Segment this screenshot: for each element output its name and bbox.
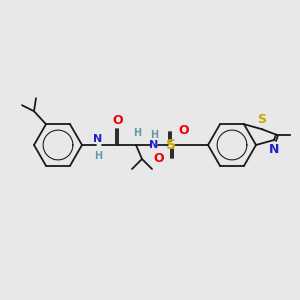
Text: H: H: [150, 130, 158, 140]
Text: O: O: [153, 152, 164, 166]
Text: H: H: [94, 151, 102, 161]
Text: N: N: [93, 134, 103, 144]
Text: O: O: [178, 124, 189, 137]
Text: N: N: [269, 143, 279, 156]
Text: O: O: [113, 114, 123, 127]
Text: N: N: [149, 140, 159, 150]
Text: S: S: [257, 113, 266, 126]
Text: S: S: [166, 138, 176, 152]
Text: H: H: [133, 128, 141, 138]
